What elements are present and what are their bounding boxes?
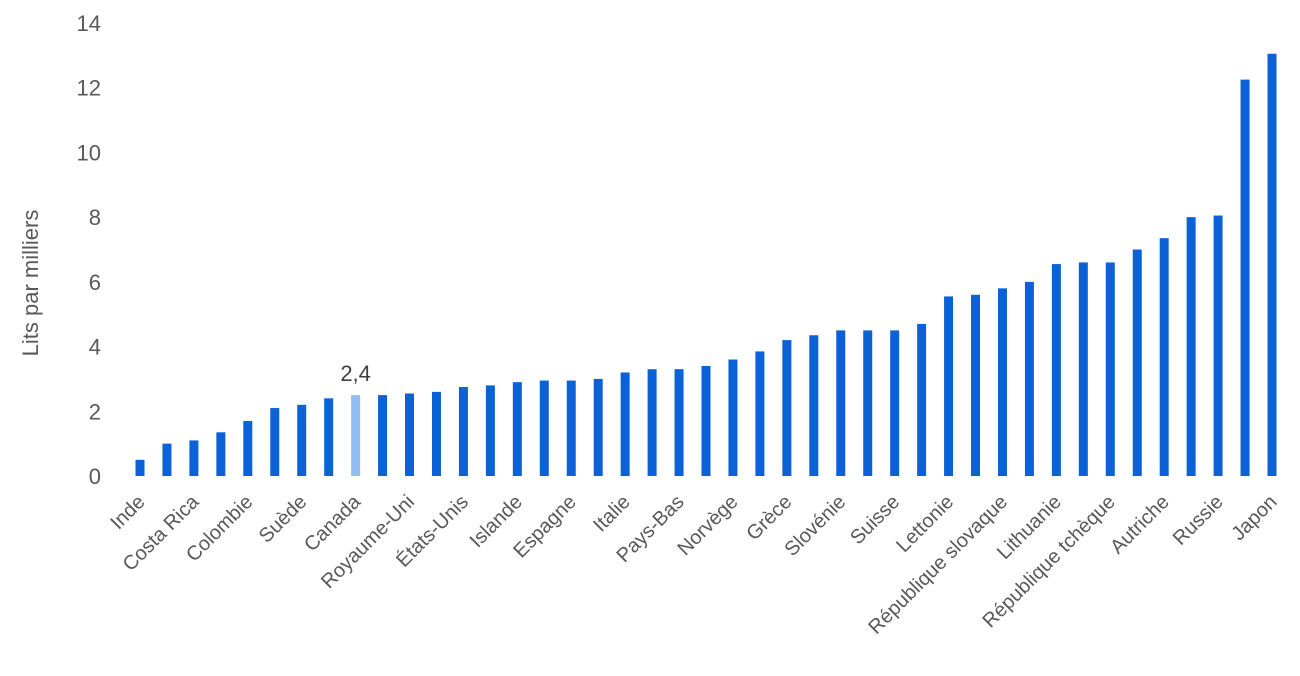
bar [997,288,1007,476]
x-tick-label: Russie [1169,491,1228,550]
bar [1132,249,1142,476]
bar [135,459,145,476]
canada-data-label: 2,4 [340,361,371,386]
bar [351,395,361,476]
y-tick-label: 2 [89,399,101,424]
bar [1213,215,1223,476]
bar [944,296,954,476]
y-tick-label: 6 [89,270,101,295]
bar [971,294,981,476]
bar [1024,281,1034,476]
bar [270,408,280,476]
bar [378,395,388,476]
bar [216,432,226,476]
bar [431,391,441,476]
bar [162,443,172,476]
bar [1186,217,1196,476]
x-tick-label: Royaume-Uni [317,491,419,593]
annotations: 2,4 [340,361,371,386]
bar [512,382,522,476]
bar [297,404,307,476]
x-tick-label: Japon [1227,491,1281,545]
y-tick-label: 4 [89,335,101,360]
y-axis: 0 2 4 6 8 10 12 14 [77,11,101,489]
x-tick-label: Inde [106,491,149,534]
bar [458,387,468,476]
x-tick-label: Italie [589,491,634,536]
bar [809,335,819,476]
y-tick-label: 0 [89,464,101,489]
bar [728,359,738,476]
bar [890,330,900,476]
bar [701,365,711,476]
bar [593,378,603,476]
bar [647,369,657,476]
y-tick-label: 8 [89,205,101,230]
bar [243,420,253,476]
bar [485,385,495,476]
y-axis-title: Lits par milliers [18,210,43,357]
bar [755,351,765,476]
x-tick-label: Norvège [673,491,742,560]
bar [1051,264,1061,476]
bar [539,380,549,476]
bar [917,323,927,476]
bar [863,330,873,476]
bar [1159,238,1169,476]
bar [674,369,684,476]
bar [1078,262,1088,476]
bar [782,340,792,476]
bar [566,380,576,476]
y-tick-label: 10 [77,140,101,165]
bar [620,372,630,476]
y-tick-label: 14 [77,11,101,36]
bar [1105,262,1115,476]
bar [1267,53,1277,477]
y-tick-label: 12 [77,76,101,101]
bars [135,53,1277,477]
bar [189,440,199,476]
bar [324,398,334,476]
x-tick-label: Autriche [1106,491,1173,558]
bar [405,393,415,476]
bar [836,330,846,476]
bar [1240,79,1250,477]
